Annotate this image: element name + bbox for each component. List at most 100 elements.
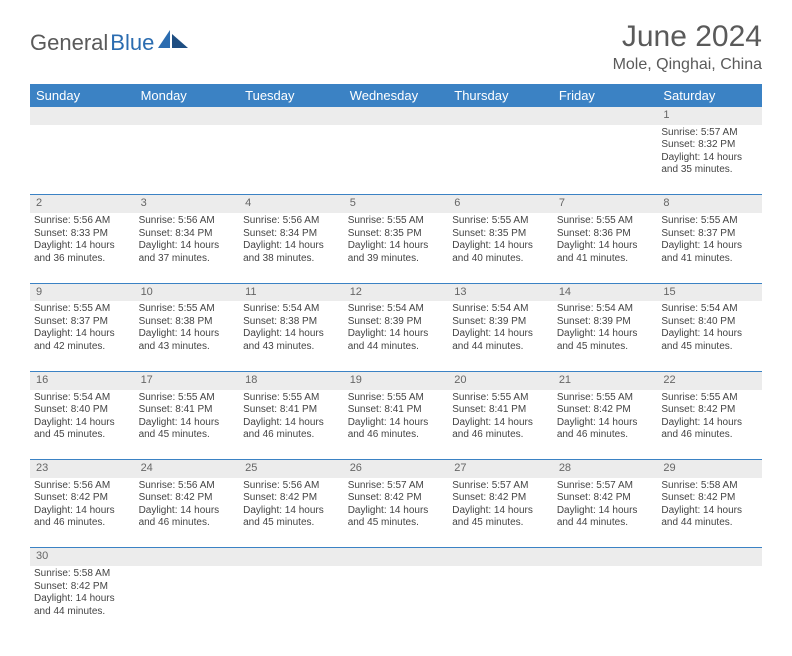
day-line: Daylight: 14 hours <box>557 328 654 341</box>
day-number-cell: 15 <box>657 283 762 301</box>
day-cell: Sunrise: 5:55 AMSunset: 8:41 PMDaylight:… <box>344 390 449 460</box>
day-line: Sunset: 8:39 PM <box>452 316 549 329</box>
day-cell: Sunrise: 5:57 AMSunset: 8:42 PMDaylight:… <box>448 478 553 548</box>
day-cell: Sunrise: 5:55 AMSunset: 8:42 PMDaylight:… <box>657 390 762 460</box>
day-line: Sunrise: 5:57 AM <box>452 480 549 493</box>
day-number-cell: 11 <box>239 283 344 301</box>
day-line: Sunrise: 5:56 AM <box>34 215 131 228</box>
day-number-cell: 24 <box>135 460 240 478</box>
day-number-cell: 3 <box>135 195 240 213</box>
day-number-cell: 30 <box>30 548 135 566</box>
day-cell <box>448 566 553 636</box>
day-cell: Sunrise: 5:55 AMSunset: 8:41 PMDaylight:… <box>239 390 344 460</box>
day-line: and 46 minutes. <box>34 517 131 530</box>
day-cell: Sunrise: 5:56 AMSunset: 8:42 PMDaylight:… <box>30 478 135 548</box>
day-line: and 45 minutes. <box>557 341 654 354</box>
day-line: Sunrise: 5:55 AM <box>557 215 654 228</box>
day-number-cell: 8 <box>657 195 762 213</box>
day-cell: Sunrise: 5:56 AMSunset: 8:34 PMDaylight:… <box>135 213 240 283</box>
daynum-row: 30 <box>30 548 762 566</box>
day-line: Sunrise: 5:57 AM <box>348 480 445 493</box>
day-line: Sunset: 8:39 PM <box>348 316 445 329</box>
day-cell: Sunrise: 5:57 AMSunset: 8:42 PMDaylight:… <box>344 478 449 548</box>
day-line: Daylight: 14 hours <box>661 240 758 253</box>
day-number-cell <box>239 548 344 566</box>
day-number-cell: 23 <box>30 460 135 478</box>
day-line: Daylight: 14 hours <box>348 505 445 518</box>
day-line: Sunset: 8:38 PM <box>139 316 236 329</box>
day-line: Sunset: 8:39 PM <box>557 316 654 329</box>
day-line: Sunset: 8:34 PM <box>139 228 236 241</box>
day-number-cell: 16 <box>30 371 135 389</box>
day-line: Sunset: 8:42 PM <box>34 492 131 505</box>
day-line: and 44 minutes. <box>452 341 549 354</box>
day-line: Daylight: 14 hours <box>452 505 549 518</box>
day-cell: Sunrise: 5:56 AMSunset: 8:42 PMDaylight:… <box>135 478 240 548</box>
day-cell <box>657 566 762 636</box>
day-line: Sunrise: 5:56 AM <box>139 215 236 228</box>
day-line: Sunset: 8:42 PM <box>243 492 340 505</box>
day-content-row: Sunrise: 5:56 AMSunset: 8:33 PMDaylight:… <box>30 213 762 283</box>
day-cell: Sunrise: 5:55 AMSunset: 8:41 PMDaylight:… <box>135 390 240 460</box>
day-line: Sunset: 8:42 PM <box>557 492 654 505</box>
day-content-row: Sunrise: 5:58 AMSunset: 8:42 PMDaylight:… <box>30 566 762 636</box>
sail-icon <box>158 30 190 50</box>
day-cell: Sunrise: 5:55 AMSunset: 8:41 PMDaylight:… <box>448 390 553 460</box>
day-line: Sunrise: 5:55 AM <box>34 303 131 316</box>
day-cell: Sunrise: 5:56 AMSunset: 8:42 PMDaylight:… <box>239 478 344 548</box>
day-number-cell <box>30 107 135 125</box>
day-number-cell: 6 <box>448 195 553 213</box>
day-line: and 46 minutes. <box>348 429 445 442</box>
day-cell: Sunrise: 5:55 AMSunset: 8:37 PMDaylight:… <box>657 213 762 283</box>
day-number-cell: 4 <box>239 195 344 213</box>
day-cell: Sunrise: 5:55 AMSunset: 8:38 PMDaylight:… <box>135 301 240 371</box>
day-line: Sunrise: 5:55 AM <box>139 392 236 405</box>
day-number-cell: 26 <box>344 460 449 478</box>
day-line: and 38 minutes. <box>243 253 340 266</box>
day-cell: Sunrise: 5:54 AMSunset: 8:39 PMDaylight:… <box>448 301 553 371</box>
day-number-cell: 20 <box>448 371 553 389</box>
weekday-header: Tuesday <box>239 84 344 107</box>
day-cell: Sunrise: 5:54 AMSunset: 8:39 PMDaylight:… <box>553 301 658 371</box>
day-number-cell: 1 <box>657 107 762 125</box>
day-line: and 40 minutes. <box>452 253 549 266</box>
day-cell: Sunrise: 5:57 AMSunset: 8:42 PMDaylight:… <box>553 478 658 548</box>
day-line: and 44 minutes. <box>661 517 758 530</box>
day-line: Sunrise: 5:54 AM <box>243 303 340 316</box>
day-number-cell: 13 <box>448 283 553 301</box>
day-line: Sunrise: 5:55 AM <box>348 392 445 405</box>
day-cell: Sunrise: 5:55 AMSunset: 8:42 PMDaylight:… <box>553 390 658 460</box>
day-line: Sunrise: 5:55 AM <box>243 392 340 405</box>
day-number-cell: 2 <box>30 195 135 213</box>
day-number-cell <box>135 548 240 566</box>
daynum-row: 23242526272829 <box>30 460 762 478</box>
daynum-row: 2345678 <box>30 195 762 213</box>
day-line: Daylight: 14 hours <box>139 240 236 253</box>
day-line: and 46 minutes. <box>557 429 654 442</box>
day-line: Sunset: 8:41 PM <box>243 404 340 417</box>
day-cell <box>344 125 449 195</box>
day-cell <box>239 566 344 636</box>
day-line: Daylight: 14 hours <box>34 240 131 253</box>
day-line: and 45 minutes. <box>34 429 131 442</box>
day-line: Daylight: 14 hours <box>139 328 236 341</box>
weekday-header: Sunday <box>30 84 135 107</box>
day-line: Daylight: 14 hours <box>34 593 131 606</box>
day-line: Daylight: 14 hours <box>34 505 131 518</box>
day-line: Sunrise: 5:55 AM <box>661 392 758 405</box>
day-line: Sunset: 8:41 PM <box>452 404 549 417</box>
day-line: and 45 minutes. <box>139 429 236 442</box>
day-line: Daylight: 14 hours <box>34 417 131 430</box>
calendar-table: Sunday Monday Tuesday Wednesday Thursday… <box>30 84 762 636</box>
day-line: Daylight: 14 hours <box>139 417 236 430</box>
day-line: Sunrise: 5:54 AM <box>452 303 549 316</box>
day-number-cell: 5 <box>344 195 449 213</box>
day-line: and 46 minutes. <box>139 517 236 530</box>
day-number-cell: 12 <box>344 283 449 301</box>
day-line: and 42 minutes. <box>34 341 131 354</box>
day-number-cell <box>553 107 658 125</box>
day-line: Sunrise: 5:57 AM <box>557 480 654 493</box>
brand-logo: GeneralBlue <box>30 30 190 56</box>
day-line: Sunset: 8:32 PM <box>661 139 758 152</box>
day-line: Sunrise: 5:54 AM <box>348 303 445 316</box>
